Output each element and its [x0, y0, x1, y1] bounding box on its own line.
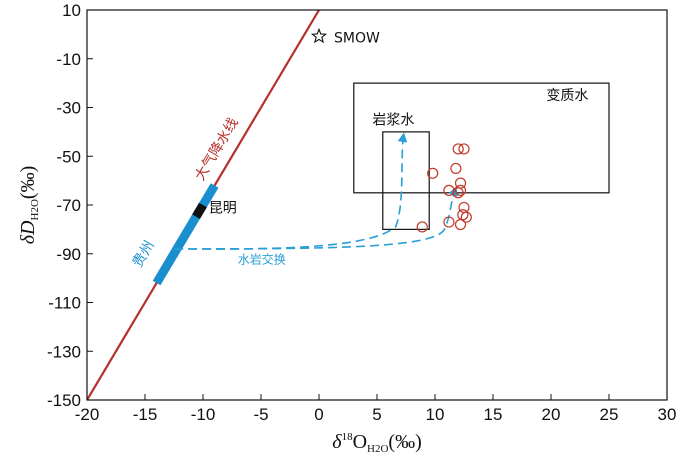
y-tick-label: -90 — [56, 245, 81, 264]
kunming-segment — [192, 202, 207, 220]
sample-point — [454, 184, 467, 196]
x-axis-title-main: O — [353, 431, 367, 453]
x-tick-label: 5 — [372, 405, 381, 424]
sample-point — [443, 184, 455, 196]
metamorphic-water-box — [353, 82, 610, 194]
y-tick-label: -70 — [56, 196, 81, 215]
x-tick-label: 30 — [658, 405, 677, 424]
sample-point — [452, 187, 464, 199]
sample-point — [460, 211, 472, 223]
water-rock-exchange-label: 水岩交换 — [238, 252, 286, 267]
x-axis-title-sub: H2O — [367, 443, 388, 455]
y-axis-title-prefix: δ — [17, 234, 39, 244]
sample-point — [450, 162, 462, 175]
x-tick-label: -15 — [133, 405, 158, 424]
y-axis-title-main: D — [17, 220, 39, 236]
guizhou-segment — [152, 183, 219, 286]
magmatic-water-label: 岩浆水 — [372, 113, 414, 129]
y-axis: -150 -130 -110 -90 -70 -50 -30 -10 10 — [47, 1, 93, 410]
x-tick-label: 10 — [426, 405, 445, 424]
y-tick-label: -50 — [56, 147, 81, 166]
x-tick-label: 20 — [542, 405, 561, 424]
sample-point — [457, 209, 469, 221]
sample-points — [416, 143, 472, 233]
sample-point — [454, 218, 467, 231]
gmwl-layer — [87, 10, 320, 400]
x-tick-label: 25 — [600, 405, 619, 424]
sample-point — [416, 221, 428, 233]
kunming-label: 昆明 — [209, 200, 237, 216]
smow-star-icon — [310, 27, 328, 44]
x-axis: -20 -15 -10 -5 0 5 10 15 20 25 30 — [75, 394, 677, 424]
x-tick-label: -5 — [253, 405, 268, 424]
water-rock-exchange-layer — [173, 132, 458, 250]
y-axis-title-suffix: (‰) — [17, 166, 39, 199]
y-axis-title: δDH2O(‰) — [17, 166, 41, 244]
gmwl-label: 大气降水线 — [192, 115, 242, 183]
x-tick-label: 15 — [484, 405, 503, 424]
y-tick-label: -110 — [48, 294, 81, 313]
y-tick-label: -30 — [56, 99, 81, 118]
sample-point — [443, 216, 455, 228]
y-axis-title-sub: H2O — [29, 199, 41, 220]
guizhou-label: 贵州 — [130, 238, 158, 270]
sample-point — [452, 143, 464, 155]
y-tick-label: -130 — [47, 342, 81, 361]
exchange-arrow-to-magmatic — [173, 132, 408, 250]
x-tick-label: -10 — [191, 405, 216, 424]
x-tick-label: 0 — [314, 405, 323, 424]
sample-point — [427, 167, 439, 179]
x-axis-title-prefix: δ — [332, 431, 342, 453]
x-axis-title-sup: 18 — [342, 431, 354, 443]
y-tick-label: 10 — [62, 1, 81, 20]
reference-boxes — [353, 82, 610, 230]
y-tick-label: -150 — [47, 391, 81, 410]
magmatic-water-box — [382, 131, 430, 230]
x-axis-title-suffix: (‰) — [388, 431, 421, 453]
exchange-arrow-to-samples — [173, 186, 458, 250]
metamorphic-water-label: 变质水 — [546, 88, 588, 104]
x-tick-label: -20 — [75, 405, 100, 424]
smow-label: SMOW — [334, 30, 380, 46]
sample-point — [458, 143, 470, 155]
plot-frame — [86, 9, 668, 401]
annotations: SMOW 大气降水线 贵州 昆明 变质水 岩浆水 水岩交换 — [130, 27, 588, 270]
y-tick-label: -10 — [56, 50, 81, 69]
x-axis-title: δ18OH2O(‰) — [332, 431, 421, 455]
